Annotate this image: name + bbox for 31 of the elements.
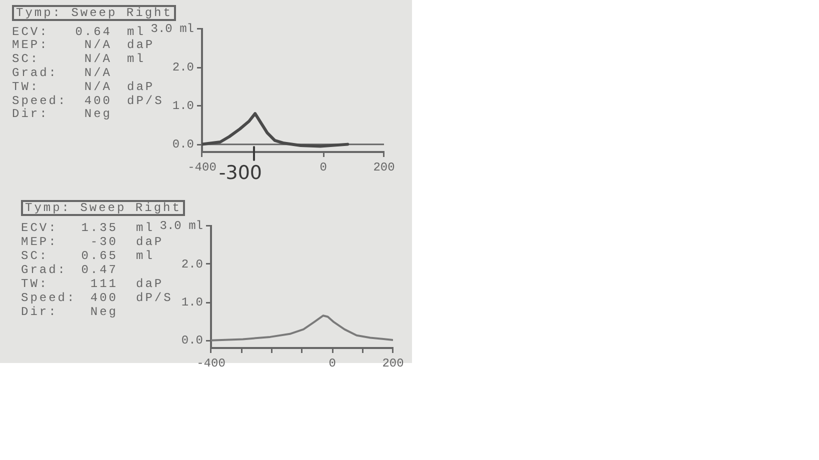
text: Speed: 400 dP/S <box>21 290 173 304</box>
y-tick-label: 0.0 <box>181 334 203 348</box>
text: SC: 0.65 ml <box>21 248 154 262</box>
text: SC: N/A ml <box>12 52 146 66</box>
x-tick-label: 0 <box>328 356 336 370</box>
x-tick-label: -400 <box>188 160 216 174</box>
x-tick-label: 0 <box>320 160 327 174</box>
text: Dir: Neg <box>12 107 112 122</box>
y-tick-label: 2.0 <box>181 257 203 272</box>
y-tick-label: 1.0 <box>172 99 194 114</box>
text: Tymp: Sweep Right <box>12 5 176 21</box>
y-tick-label: 0.0 <box>172 137 194 152</box>
text: Dir: Neg <box>21 304 118 318</box>
text: -300 <box>218 162 262 184</box>
text: MEP: -30 daP <box>21 234 164 248</box>
text: ECV: 1.35 ml <box>21 220 154 234</box>
x-tick-label: 200 <box>373 160 395 174</box>
text: Tymp: Sweep Right <box>21 200 186 216</box>
y-tick-label: 3.0 ml <box>160 219 203 234</box>
y-tick-label: 2.0 <box>172 60 194 75</box>
text: TW: 111 daP <box>21 276 164 290</box>
text: Grad: N/A <box>12 66 112 80</box>
text: ECV: 0.64 ml <box>12 24 146 38</box>
y-tick-label: 3.0 ml <box>150 22 194 36</box>
text: MEP: N/A daP <box>12 38 155 52</box>
y-tick-label: 1.0 <box>181 295 203 310</box>
text: Grad: 0.47 <box>21 262 118 276</box>
x-tick-label: -400 <box>196 356 226 370</box>
text: Speed: 400 dP/S <box>12 94 164 108</box>
text: TW: N/A daP <box>12 80 155 94</box>
x-tick-label: 200 <box>382 356 404 370</box>
